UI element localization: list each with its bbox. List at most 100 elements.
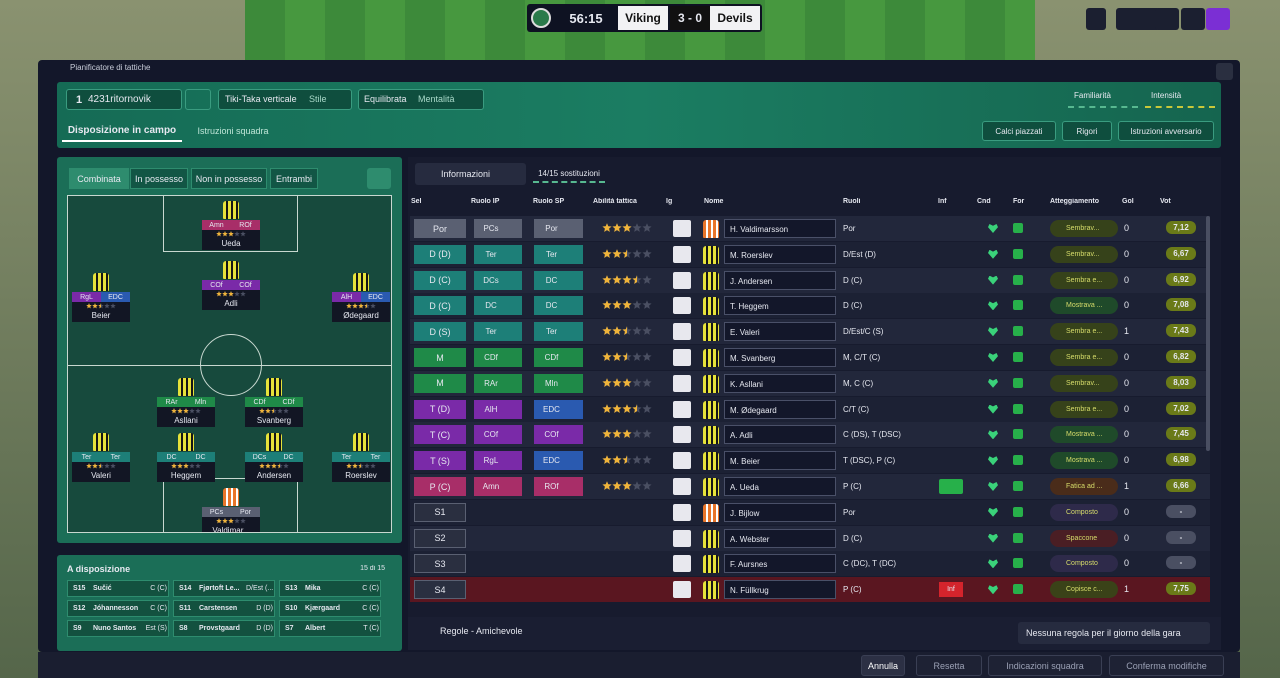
role-ip[interactable]: AlH (474, 399, 522, 419)
player-card[interactable]: Valeri (72, 462, 130, 482)
footer-button[interactable]: Indicazioni squadra (988, 655, 1102, 676)
action-button[interactable]: Istruzioni avversario (1118, 121, 1214, 141)
info-button[interactable] (673, 426, 691, 444)
select-button[interactable]: M (414, 348, 466, 367)
role-sp[interactable]: Ter (534, 244, 583, 264)
player-name[interactable]: M. Svanberg (724, 348, 836, 367)
info-button[interactable] (673, 503, 691, 521)
mentality-select[interactable] (358, 89, 484, 110)
footer-button[interactable]: Annulla (861, 655, 905, 676)
role-ip[interactable]: DC (474, 296, 522, 316)
info-button[interactable] (673, 349, 691, 366)
player-name[interactable]: M. Beier (724, 451, 836, 471)
footer-button[interactable]: Conferma modifiche (1109, 655, 1224, 676)
action-button[interactable]: Calci piazzati (982, 121, 1056, 141)
formation-select[interactable] (66, 89, 182, 110)
player-card[interactable]: Svanberg (245, 407, 303, 427)
player-card[interactable]: Beier (72, 302, 130, 322)
player-name[interactable]: A. Ueda (724, 477, 836, 496)
top-button[interactable] (1155, 8, 1179, 30)
sub-arrow[interactable] (939, 479, 963, 494)
info-button[interactable] (673, 271, 691, 289)
tab[interactable]: Istruzioni squadra (197, 126, 269, 136)
role-sp[interactable]: DC (534, 296, 583, 316)
bench-player[interactable]: S10 Kjærgaard C (C) (279, 600, 381, 617)
info-button[interactable] (673, 323, 691, 341)
player-name[interactable]: A. Adli (724, 425, 836, 445)
bench-player[interactable]: S7 Albert T (C) (279, 620, 381, 637)
style-select[interactable] (218, 89, 352, 110)
role-ip[interactable]: Ter (474, 322, 522, 342)
role-ip[interactable]: Amn (474, 477, 522, 496)
role-ip[interactable]: DCs (474, 270, 522, 290)
role-sp[interactable]: DC (534, 270, 583, 290)
player-name[interactable]: J. Bijlow (724, 502, 836, 522)
role-ip[interactable]: PCs (474, 219, 522, 238)
player-name[interactable]: N. Füllkrug (724, 580, 836, 600)
player-name[interactable]: H. Valdimarsson (724, 219, 836, 238)
select-button[interactable]: S1 (414, 502, 466, 522)
select-button[interactable]: S2 (414, 528, 466, 548)
info-button[interactable] (673, 245, 691, 263)
select-button[interactable]: S3 (414, 554, 466, 574)
bench-player[interactable]: S15 Sučić C (C) (67, 580, 169, 597)
role-sp[interactable]: Por (534, 219, 583, 238)
player-name[interactable]: E. Valeri (724, 322, 836, 342)
tab[interactable]: Disposizione in campo (62, 120, 182, 142)
info-button[interactable] (673, 555, 691, 573)
role-sp[interactable]: COf (534, 425, 583, 445)
role-ip[interactable]: RAr (474, 373, 522, 393)
action-button[interactable]: Rigori (1062, 121, 1112, 141)
select-button[interactable]: T (C) (414, 425, 466, 445)
info-button[interactable] (673, 374, 691, 392)
bench-player[interactable]: S8 Provstgaard D (D) (173, 620, 275, 637)
player-card[interactable]: Ødegaard (332, 302, 390, 322)
collapse-button[interactable] (367, 168, 391, 189)
player-card[interactable]: Adli (202, 290, 260, 310)
info-button[interactable] (673, 478, 691, 495)
select-button[interactable]: D (D) (414, 244, 466, 264)
pitch-tab[interactable]: Combinata (69, 168, 129, 189)
select-button[interactable]: Por (414, 219, 466, 238)
info-button[interactable] (673, 581, 691, 599)
role-ip[interactable]: Ter (474, 244, 522, 264)
role-sp[interactable]: ROf (534, 477, 583, 496)
player-card[interactable]: Ueda (202, 230, 260, 250)
pitch-tab[interactable]: Non in possesso (191, 168, 267, 189)
player-card[interactable]: Asllani (157, 407, 215, 427)
info-button[interactable] (673, 400, 691, 418)
role-ip[interactable]: RgL (474, 451, 522, 471)
role-sp[interactable]: EDC (534, 399, 583, 419)
top-button[interactable] (1181, 8, 1205, 30)
role-sp[interactable]: EDC (534, 451, 583, 471)
player-card[interactable]: Andersen (245, 462, 303, 482)
bench-player[interactable]: S14 Fjørtoft Le... D/Est (... (173, 580, 275, 597)
role-sp[interactable]: Ter (534, 322, 583, 342)
bench-player[interactable]: S11 Carstensen D (D) (173, 600, 275, 617)
add-button[interactable] (185, 89, 211, 110)
top-button[interactable] (1206, 8, 1230, 30)
player-name[interactable]: A. Webster (724, 528, 836, 548)
role-sp[interactable]: CDf (534, 348, 583, 367)
pitch-tab[interactable]: In possesso (130, 168, 188, 189)
player-name[interactable]: K. Asllani (724, 373, 836, 393)
info-button[interactable] (673, 297, 691, 315)
rule-note[interactable]: Nessuna regola per il giorno della gara (1018, 622, 1210, 644)
pitch-tab[interactable]: Entrambi (270, 168, 318, 189)
player-card[interactable]: Roerslev (332, 462, 390, 482)
role-ip[interactable]: COf (474, 425, 522, 445)
select-button[interactable]: D (C) (414, 296, 466, 316)
select-button[interactable]: D (S) (414, 322, 466, 342)
select-button[interactable]: T (D) (414, 399, 466, 419)
footer-button[interactable]: Resetta (916, 655, 982, 676)
player-name[interactable]: M. Roerslev (724, 244, 836, 264)
top-button[interactable] (1086, 8, 1106, 30)
bench-player[interactable]: S12 Jóhannesson C (C) (67, 600, 169, 617)
top-button[interactable] (1116, 8, 1160, 30)
select-button[interactable]: D (C) (414, 270, 466, 290)
role-sp[interactable]: Mln (534, 373, 583, 393)
player-name[interactable]: M. Ødegaard (724, 399, 836, 419)
close-button[interactable] (1216, 63, 1233, 80)
player-name[interactable]: J. Andersen (724, 270, 836, 290)
bench-player[interactable]: S9 Nuno Santos Est (S) (67, 620, 169, 637)
